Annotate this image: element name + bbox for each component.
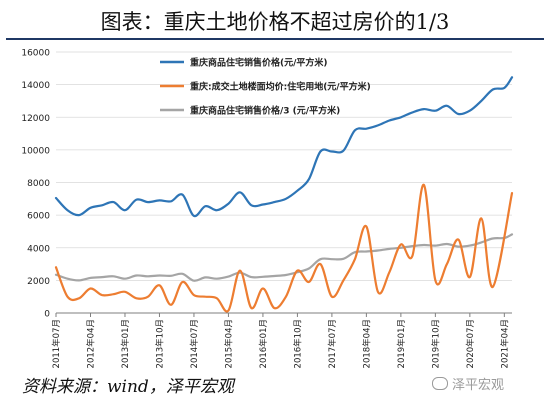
watermark: 泽平宏观 bbox=[432, 374, 504, 393]
y-tick-label: 4000 bbox=[27, 244, 50, 254]
legend-label-3: 重庆商品住宅销售价格/3 (元/平方米) bbox=[190, 105, 340, 117]
x-tick-label: 2017年07月 bbox=[327, 319, 338, 368]
series-line-2 bbox=[54, 183, 514, 313]
legend-label-2: 重庆:成交土地楼面均价:住宅用地(元/平方米) bbox=[190, 81, 371, 93]
y-tick-label: 0 bbox=[44, 310, 50, 320]
y-tick-label: 2000 bbox=[27, 277, 50, 287]
y-axis-ticks: 0 2000 4000 6000 8000 10000 12000 14000 16000 bbox=[21, 49, 50, 320]
x-tick-label: 2014年07月 bbox=[189, 319, 200, 368]
series-line-3 bbox=[54, 233, 514, 282]
series-lines bbox=[54, 76, 514, 313]
title-divider bbox=[6, 38, 544, 40]
wechat-icon bbox=[432, 377, 448, 390]
x-tick-label: 2016年01月 bbox=[258, 319, 269, 368]
x-tick-label: 2021年04月 bbox=[499, 319, 510, 368]
line-chart: 0 2000 4000 6000 8000 10000 12000 14000 16000 20… bbox=[21, 49, 514, 368]
x-axis-ticks: 2011年07月 2012年04月 2013年01月 2013年10月 2014年07月… bbox=[51, 313, 510, 368]
x-tick-label: 2018年04月 bbox=[361, 319, 372, 368]
x-tick-label: 2015年04月 bbox=[223, 319, 234, 368]
x-tick-label: 2016年10月 bbox=[292, 319, 303, 368]
page-title: 图表：重庆土地价格不超过房价的1/3 bbox=[100, 10, 450, 34]
legend-label-1: 重庆商品住宅销售价格(元/平方米) bbox=[190, 57, 328, 69]
x-tick-label: 2019年10月 bbox=[430, 319, 441, 368]
x-tick-label: 2020年07月 bbox=[465, 319, 476, 368]
source-note: 资料来源：wind，泽平宏观 bbox=[22, 377, 234, 397]
y-tick-label: 10000 bbox=[21, 146, 50, 156]
y-tick-label: 16000 bbox=[21, 49, 50, 59]
y-tick-label: 14000 bbox=[21, 81, 50, 91]
x-tick-label: 2012年04月 bbox=[85, 319, 96, 368]
x-tick-label: 2011年07月 bbox=[51, 319, 62, 368]
series-line-1 bbox=[54, 76, 514, 218]
x-tick-label: 2013年10月 bbox=[154, 319, 165, 368]
x-tick-label: 2019年01月 bbox=[396, 319, 407, 368]
watermark-text: 泽平宏观 bbox=[452, 378, 505, 393]
y-tick-label: 6000 bbox=[27, 212, 50, 222]
y-tick-label: 12000 bbox=[21, 114, 50, 124]
legend: 重庆商品住宅销售价格(元/平方米) 重庆:成交土地楼面均价:住宅用地(元/平方米)… bbox=[160, 57, 371, 117]
y-tick-label: 8000 bbox=[27, 179, 50, 189]
x-tick-label: 2013年01月 bbox=[120, 319, 131, 368]
